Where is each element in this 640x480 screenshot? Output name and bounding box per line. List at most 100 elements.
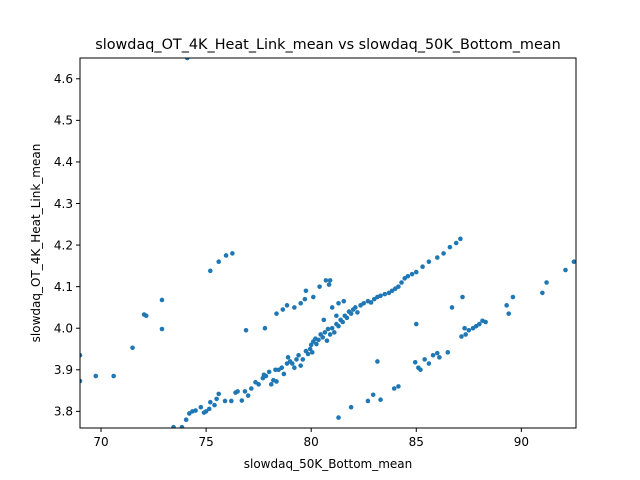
data-point [184, 58, 190, 61]
data-point [248, 386, 254, 391]
data-point [212, 402, 217, 408]
data-point [198, 404, 204, 410]
x-axis-ticks: 70 75 80 85 90 [93, 428, 529, 449]
data-point [310, 294, 316, 300]
data-point [159, 297, 165, 303]
y-tick-label: 3.8 [54, 405, 73, 419]
data-point [317, 284, 322, 289]
data-point [298, 363, 303, 368]
data-point [302, 296, 308, 302]
data-point [309, 350, 315, 355]
data-point [294, 357, 299, 362]
data-point [208, 268, 213, 274]
x-tick-label: 85 [409, 435, 424, 449]
data-point [325, 326, 331, 332]
data-points [80, 58, 576, 428]
data-point [308, 342, 314, 348]
data-point [504, 303, 509, 308]
data-point [268, 382, 274, 387]
data-point [391, 386, 397, 391]
y-tick-label: 3.9 [54, 363, 73, 377]
data-point [332, 330, 337, 335]
data-point [292, 305, 297, 310]
data-point [336, 300, 341, 306]
data-point [483, 319, 488, 325]
data-point [323, 278, 329, 283]
data-point [206, 406, 212, 412]
data-point [243, 328, 249, 333]
data-point [235, 389, 240, 394]
data-point [375, 359, 380, 364]
data-point [422, 357, 427, 362]
data-point [434, 255, 440, 260]
data-point [413, 269, 419, 275]
data-point [281, 371, 287, 377]
data-point [239, 398, 245, 403]
y-tick-label: 4.2 [54, 238, 73, 252]
data-point [466, 328, 472, 333]
data-point [159, 326, 165, 332]
data-point [437, 355, 442, 360]
data-point [355, 310, 360, 315]
data-point [329, 305, 335, 310]
x-tick-label: 80 [304, 435, 319, 449]
data-point [441, 251, 446, 256]
data-point [453, 240, 459, 246]
data-point [274, 311, 279, 316]
data-point [289, 361, 295, 366]
data-point [447, 244, 453, 250]
data-point [460, 294, 465, 300]
data-point [334, 313, 339, 319]
data-point [322, 330, 328, 335]
data-point [274, 379, 279, 384]
data-point [280, 307, 286, 312]
data-point [320, 335, 326, 340]
data-point [506, 311, 512, 316]
data-point [336, 415, 341, 420]
data-point [477, 321, 482, 327]
data-point [263, 373, 269, 379]
data-point [216, 259, 222, 265]
data-point [314, 341, 319, 347]
data-point [266, 369, 272, 375]
data-point [396, 384, 401, 389]
data-point [203, 409, 209, 414]
data-point [426, 361, 432, 366]
data-point [459, 334, 464, 339]
y-axis-ticks: 3.8 3.9 4.0 4.1 4.2 4.3 4.4 4.5 4.6 [54, 72, 80, 419]
data-point [341, 298, 347, 304]
data-point [284, 303, 290, 308]
data-point [279, 365, 285, 371]
data-point [183, 417, 189, 422]
y-tick-label: 4.5 [54, 114, 73, 128]
data-point [413, 321, 419, 327]
data-point [412, 360, 418, 365]
x-axis-label: slowdaq_50K_Bottom_mean [244, 457, 413, 471]
data-point [329, 325, 335, 331]
data-point [229, 398, 234, 404]
data-point [324, 338, 330, 344]
data-point [365, 398, 371, 404]
data-point [434, 350, 440, 356]
data-point [348, 404, 354, 410]
data-point [361, 300, 367, 306]
data-point [336, 323, 341, 329]
data-point [300, 357, 306, 362]
data-point [298, 300, 303, 306]
data-point [378, 397, 383, 403]
data-point [463, 332, 468, 337]
data-point [327, 332, 333, 337]
data-point [179, 424, 185, 428]
data-point [370, 392, 376, 398]
data-point [544, 280, 549, 285]
data-point [458, 236, 463, 242]
data-point [462, 325, 467, 331]
data-point [296, 352, 301, 358]
data-point [353, 305, 358, 310]
data-point [327, 278, 333, 283]
data-point [307, 346, 313, 352]
data-point [426, 259, 432, 265]
data-point [223, 253, 229, 258]
y-tick-label: 4.6 [54, 72, 73, 86]
